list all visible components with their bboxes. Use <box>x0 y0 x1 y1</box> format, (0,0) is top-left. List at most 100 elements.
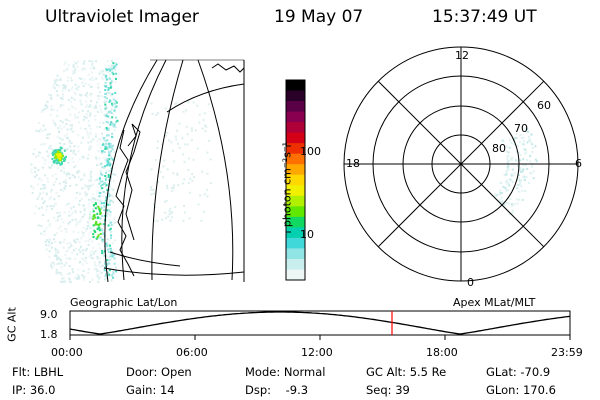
uv-pixel <box>172 172 175 175</box>
uv-pixel <box>200 219 203 222</box>
uv-pixel <box>93 67 96 70</box>
polar-uv-pixel <box>500 192 503 195</box>
polar-uv-pixel <box>513 203 516 206</box>
polar-uv-pixel <box>507 188 510 191</box>
uv-pixel <box>183 211 186 214</box>
uv-pixel <box>111 135 114 138</box>
status-gain: Gain: 14 <box>126 383 175 397</box>
uv-pixel <box>96 223 99 226</box>
uv-pixel <box>103 128 106 131</box>
uv-pixel <box>107 239 110 242</box>
uv-pixel <box>55 258 58 261</box>
uv-pixel <box>53 263 56 266</box>
uv-pixel <box>85 106 88 109</box>
uv-pixel <box>69 281 72 284</box>
uv-pixel <box>63 63 66 66</box>
uv-pixel <box>60 274 63 277</box>
uv-pixel <box>72 73 75 76</box>
uv-pixel <box>84 82 87 85</box>
uv-pixel <box>69 145 72 148</box>
polar-uv-pixel <box>535 160 538 163</box>
uv-pixel <box>97 86 100 89</box>
uv-pixel <box>152 203 155 206</box>
uv-pixel <box>80 237 83 240</box>
uv-pixel <box>98 226 101 229</box>
uv-pixel <box>59 163 62 166</box>
polar-uv-pixel <box>520 179 523 182</box>
uv-pixel <box>87 240 90 243</box>
uv-pixel <box>105 100 108 103</box>
uv-pixel <box>165 217 168 220</box>
uv-pixel <box>161 176 164 179</box>
uv-pixel <box>80 257 83 260</box>
uv-pixel <box>42 187 45 190</box>
uv-pixel <box>43 184 46 187</box>
uv-pixel <box>106 158 109 161</box>
uv-pixel <box>170 212 173 215</box>
uv-pixel <box>72 205 75 208</box>
uv-pixel <box>95 156 98 159</box>
uv-pixel <box>155 113 158 116</box>
uv-pixel <box>191 173 194 176</box>
uv-pixel <box>81 215 84 218</box>
uv-pixel <box>59 225 62 228</box>
mlt-label-12: 12 <box>455 49 469 62</box>
uv-pixel <box>63 211 66 214</box>
polar-uv-pixel <box>510 174 513 177</box>
uv-pixel <box>94 207 97 210</box>
uv-pixel <box>45 248 48 251</box>
uv-pixel <box>102 122 105 125</box>
uv-pixel <box>86 221 89 224</box>
uv-pixel <box>94 118 97 121</box>
uv-pixel <box>52 152 55 155</box>
uv-pixel <box>72 249 75 252</box>
uv-pixel <box>68 173 71 176</box>
uv-pixel <box>43 230 46 233</box>
status-ip: IP: 36.0 <box>12 383 56 397</box>
uv-pixel <box>71 211 74 214</box>
polar-uv-pixel <box>522 168 525 171</box>
uv-pixel <box>107 256 110 259</box>
uv-pixel <box>168 210 171 213</box>
uv-pixel <box>174 103 177 106</box>
uv-pixel <box>91 278 94 281</box>
uv-pixel <box>108 161 111 164</box>
uv-pixel <box>108 273 111 276</box>
uv-pixel <box>173 160 176 163</box>
uv-pixel <box>92 204 95 207</box>
uv-pixel <box>103 267 106 270</box>
uv-pixel <box>41 109 44 112</box>
uv-pixel <box>108 176 111 179</box>
uv-pixel <box>182 219 185 222</box>
uv-pixel <box>164 200 167 203</box>
uv-pixel <box>113 253 116 256</box>
uv-pixel <box>105 184 108 187</box>
uv-pixel <box>156 112 159 115</box>
uv-pixel <box>81 178 84 181</box>
uv-pixel <box>65 228 68 231</box>
uv-pixel <box>70 206 73 209</box>
uv-pixel <box>77 111 80 114</box>
uv-pixel <box>54 82 57 85</box>
uv-pixel <box>51 151 54 154</box>
uv-pixel <box>63 135 66 138</box>
uv-pixel <box>80 198 83 201</box>
uv-pixel <box>63 69 66 72</box>
geographic-image-panel <box>30 59 245 284</box>
colorbar-band <box>286 248 305 260</box>
uv-pixel <box>150 102 153 105</box>
uv-pixel <box>51 148 54 151</box>
uv-pixel <box>99 192 102 195</box>
uv-pixel <box>80 94 83 97</box>
uv-pixel <box>96 140 99 143</box>
uv-pixel <box>171 190 174 193</box>
uv-pixel <box>67 202 70 205</box>
uv-pixel <box>96 178 99 181</box>
uv-pixel <box>100 162 103 165</box>
uv-pixel <box>89 67 92 70</box>
uv-pixel <box>104 103 107 106</box>
uv-pixel <box>105 78 108 81</box>
colorbar-band <box>286 195 305 207</box>
polar-uv-pixel <box>498 199 501 202</box>
uv-pixel <box>113 98 116 101</box>
